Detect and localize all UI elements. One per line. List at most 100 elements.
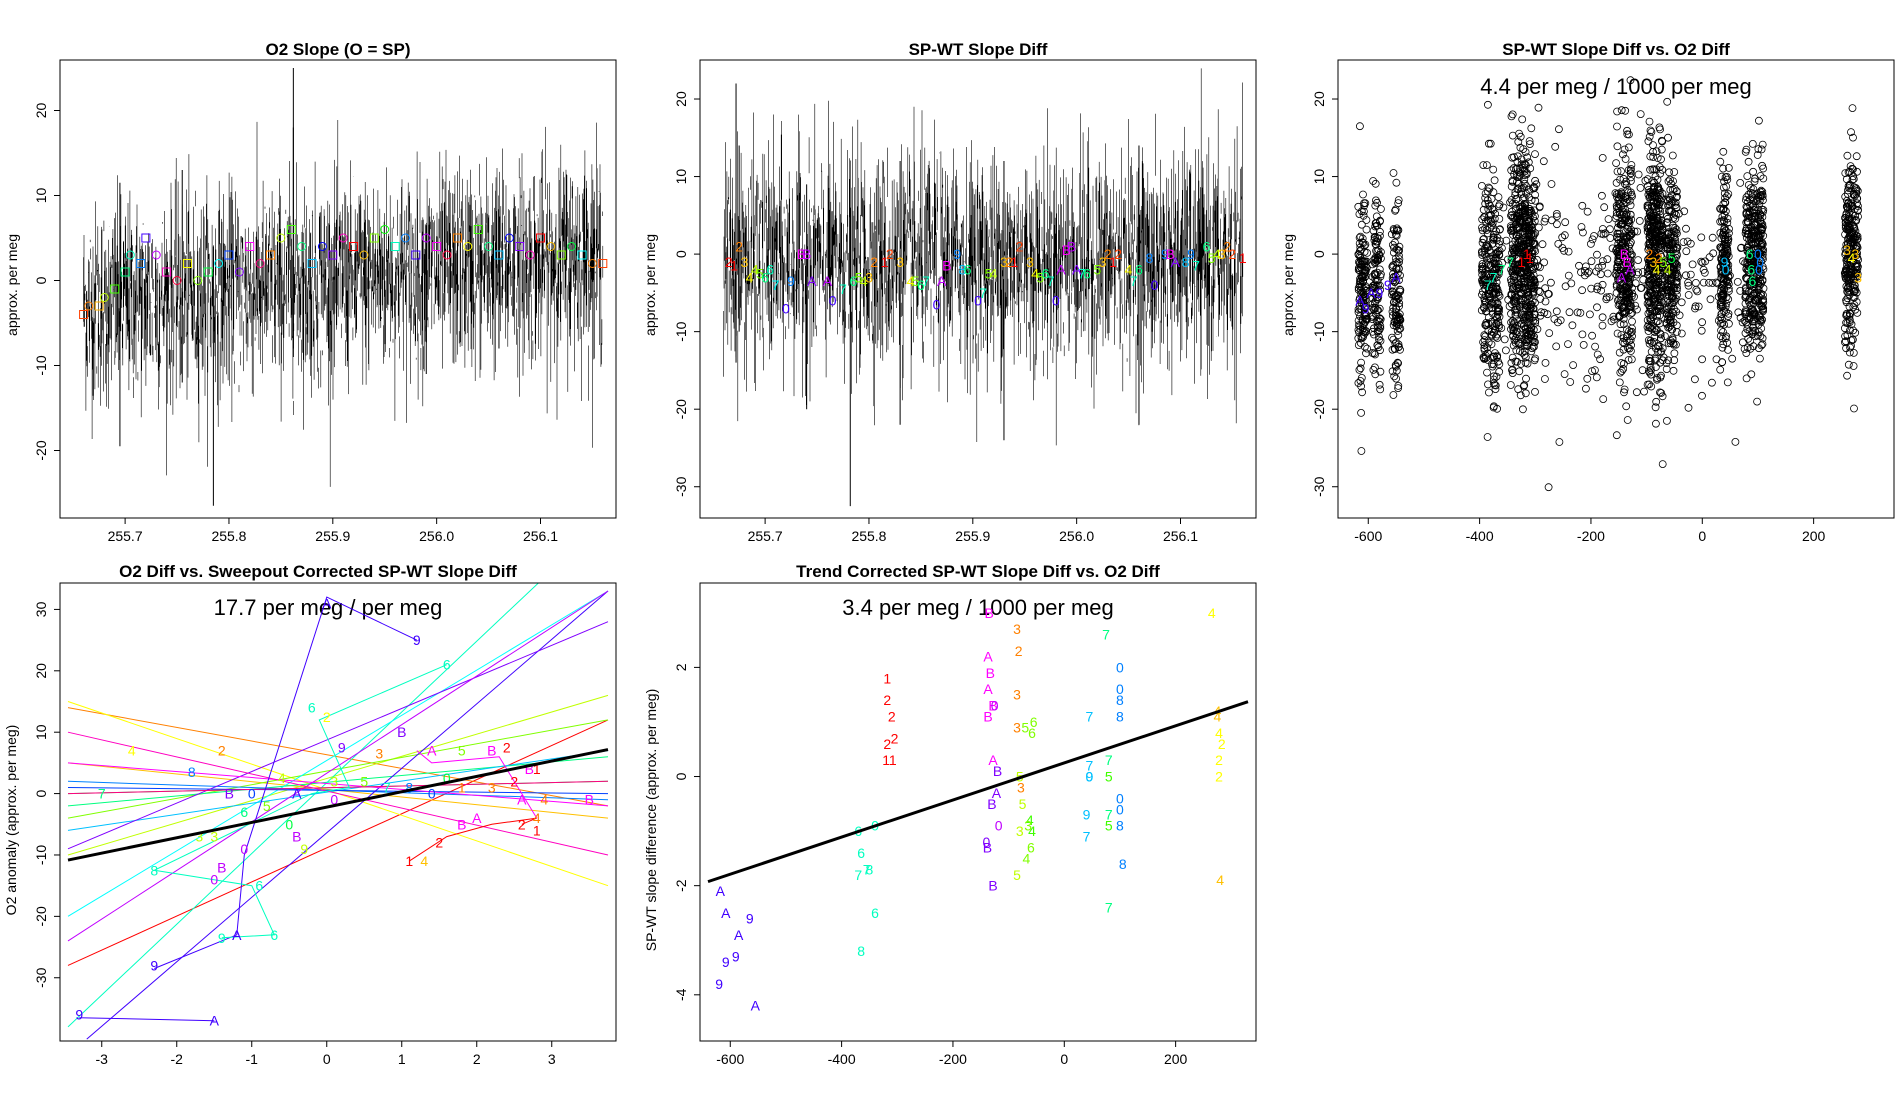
scatter-point — [1376, 367, 1385, 376]
scatter-point — [1356, 258, 1364, 267]
scatter-point — [1746, 308, 1754, 317]
scatter-point — [1757, 145, 1766, 154]
point-label: 6 — [857, 845, 865, 861]
point-label: 3 — [330, 773, 338, 789]
scatter-point — [1714, 316, 1723, 325]
scatter-point — [1479, 161, 1488, 170]
scatter-point — [1498, 244, 1506, 253]
scatter-point — [1478, 223, 1486, 232]
scatter-point — [1509, 341, 1518, 350]
scatter-point — [1624, 260, 1633, 269]
scatter-point — [1538, 240, 1547, 249]
scatter-point — [1503, 255, 1512, 264]
marker-square — [411, 250, 421, 260]
scatter-point — [1360, 273, 1369, 282]
scatter-point — [1510, 153, 1518, 162]
scatter-point — [1644, 336, 1653, 345]
point-label: 5 — [756, 265, 764, 281]
scatter-point — [1482, 278, 1491, 287]
scatter-point — [1635, 216, 1644, 225]
scatter-point — [1567, 279, 1576, 288]
point-label: 6 — [761, 269, 769, 285]
scatter-point — [1845, 224, 1854, 233]
point-label: 0 — [829, 293, 837, 309]
scatter-point — [1522, 272, 1531, 281]
scatter-point — [1606, 234, 1615, 242]
scatter-point — [1843, 294, 1852, 303]
scatter-point — [1841, 324, 1849, 333]
point-label: B — [988, 878, 997, 894]
scatter-point — [1611, 270, 1620, 279]
scatter-point — [1551, 142, 1560, 151]
scatter-point — [1758, 306, 1767, 314]
point-label: 0 — [248, 786, 256, 802]
scatter-point — [1647, 366, 1655, 375]
scatter-point — [1653, 326, 1661, 335]
scatter-point — [1717, 326, 1725, 335]
point-label: 3 — [1218, 246, 1226, 262]
plot-frame — [59, 582, 617, 1042]
scatter-point — [1395, 299, 1404, 308]
scatter-point — [1554, 318, 1562, 327]
scatter-point — [1479, 205, 1488, 214]
scatter-point — [1722, 260, 1730, 269]
scatter-point — [1593, 303, 1601, 312]
point-label: 0 — [428, 786, 436, 802]
scatter-point — [1522, 336, 1531, 345]
scatter-point — [1512, 231, 1521, 240]
scatter-point — [1665, 275, 1673, 284]
scatter-point — [1617, 202, 1626, 211]
scatter-point — [1621, 106, 1630, 115]
scatter-point — [1532, 180, 1541, 189]
scatter-point — [1618, 211, 1626, 220]
y-tick-label: -30 — [33, 967, 49, 987]
scatter-point — [1371, 179, 1380, 188]
scatter-point — [1521, 160, 1530, 169]
scatter-point — [1374, 293, 1383, 302]
marker-square — [245, 242, 255, 251]
scatter-point — [1673, 291, 1681, 299]
scatter-point — [1490, 272, 1499, 281]
scatter-point — [1666, 256, 1675, 265]
scatter-point — [1480, 354, 1488, 363]
scatter-point — [1649, 153, 1658, 161]
scatter-point — [1716, 157, 1725, 166]
scatter-point — [1663, 214, 1672, 223]
scatter-point — [1358, 234, 1367, 243]
scatter-point — [1585, 267, 1593, 276]
scatter-point — [1624, 356, 1633, 364]
scatter-point — [1847, 320, 1856, 329]
marker-square — [120, 267, 130, 277]
point-label: 0 — [443, 770, 451, 786]
scatter-point — [1700, 268, 1709, 277]
scatter-point — [1758, 250, 1767, 259]
scatter-point — [1657, 389, 1666, 397]
scatter-point — [1487, 211, 1496, 219]
scatter-point — [1742, 349, 1751, 358]
scatter-point — [1395, 255, 1404, 264]
scatter-point — [1667, 302, 1675, 311]
scatter-point — [1664, 285, 1672, 294]
scatter-point — [1373, 256, 1382, 265]
scatter-point — [1375, 335, 1383, 344]
scatter-point — [1395, 264, 1403, 273]
scatter-point — [1358, 325, 1367, 334]
point-label: 0 — [285, 816, 293, 832]
scatter-point — [1617, 192, 1625, 201]
point-label: B — [1165, 246, 1174, 262]
point-label: 5 — [1208, 250, 1216, 266]
point-label: 3 — [1851, 246, 1859, 262]
scatter-point — [1736, 286, 1745, 295]
series-line — [67, 762, 609, 807]
scatter-point — [1590, 232, 1598, 240]
scatter-point — [1361, 328, 1370, 337]
scatter-point — [1377, 248, 1385, 256]
marker-square — [286, 225, 296, 234]
scatter-point — [1847, 128, 1855, 137]
scatter-point — [1743, 275, 1752, 284]
point-label: B — [225, 786, 234, 802]
point-label: 6 — [1746, 246, 1754, 262]
scatter-point — [1482, 226, 1491, 234]
scatter-point — [1509, 282, 1518, 291]
scatter-point — [1646, 363, 1655, 372]
